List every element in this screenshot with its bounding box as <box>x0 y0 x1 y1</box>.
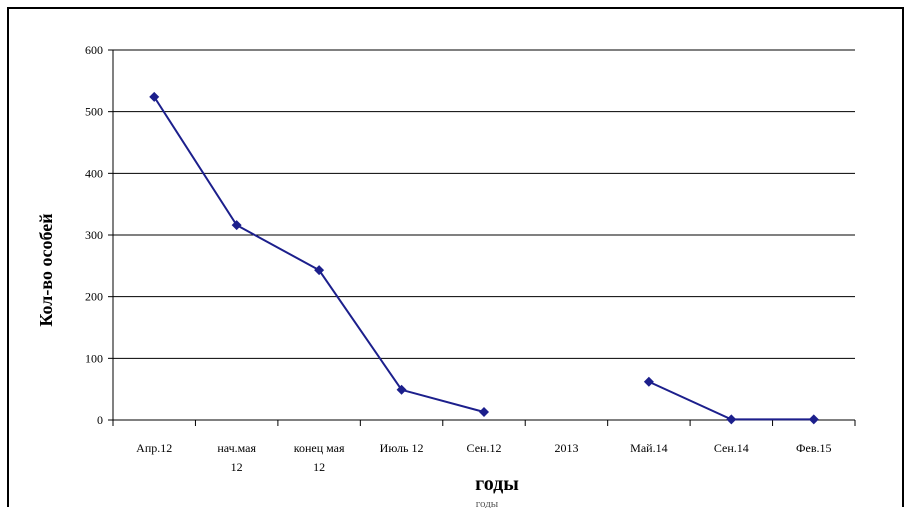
y-tick-label: 600 <box>85 43 103 57</box>
gridlines <box>113 49 855 421</box>
data-point <box>231 220 242 231</box>
faint-x-axis-label: годы <box>476 498 499 508</box>
data-point <box>643 376 654 387</box>
y-tick-label: 400 <box>85 166 103 180</box>
data-point <box>808 414 819 425</box>
x-tick-label: Апр.12 <box>136 441 172 455</box>
y-tick-label: 0 <box>97 413 103 427</box>
series-line-segment <box>153 96 485 413</box>
data-point <box>149 91 160 102</box>
series-line <box>153 96 814 421</box>
x-tick-label: 2013 <box>554 441 578 455</box>
x-tick-label: Сен.14 <box>714 441 749 455</box>
x-tick-label: Фев.15 <box>796 441 831 455</box>
series-line-segment <box>648 380 814 421</box>
data-point <box>314 265 325 276</box>
x-axis: Апр.12 нач.мая 12 конец мая 12 Июль 12 Сен.12 2… <box>112 50 856 474</box>
y-tick-label: 500 <box>85 105 103 119</box>
x-tick-label: конец мая 12 <box>294 441 345 474</box>
x-tick-label: нач.мая 12 <box>217 441 256 474</box>
y-tick-label: 100 <box>85 351 103 365</box>
x-tick-label: Июль 12 <box>380 441 424 455</box>
data-point <box>479 406 489 417</box>
y-axis-ticks: 0 100 200 300 400 500 600 <box>85 43 113 427</box>
chart-frame <box>7 7 904 507</box>
y-tick-label: 300 <box>85 228 103 242</box>
x-axis-title: годы <box>475 473 519 495</box>
data-point <box>396 384 407 395</box>
x-tick-label: Май.14 <box>630 441 667 455</box>
y-tick-label: 200 <box>85 290 103 304</box>
data-markers <box>149 91 819 425</box>
x-tick-label: Сен.12 <box>467 441 502 455</box>
data-point <box>726 414 737 425</box>
y-axis-title: Кол-во особей <box>36 213 56 326</box>
